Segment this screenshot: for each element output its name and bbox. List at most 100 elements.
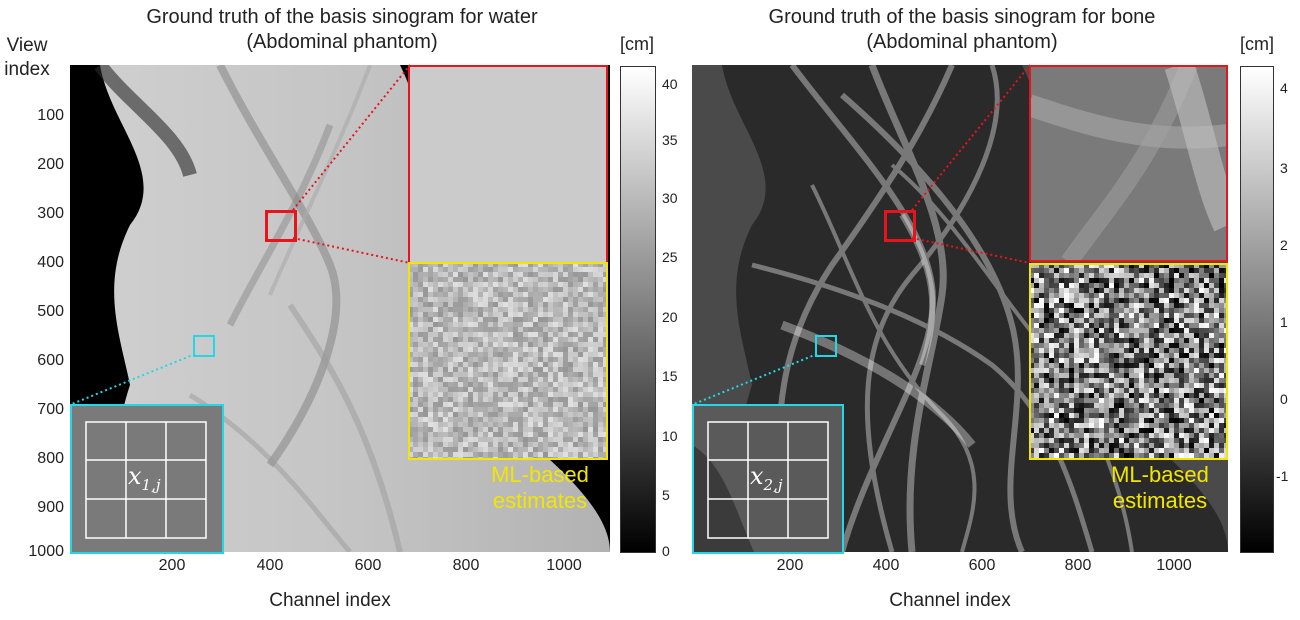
noise-pixel	[588, 342, 593, 347]
noise-pixel	[1149, 383, 1154, 388]
noise-pixel	[558, 402, 563, 407]
noise-pixel	[1119, 338, 1124, 343]
noise-pixel	[1209, 423, 1214, 428]
noise-pixel	[408, 322, 413, 327]
noise-pixel	[528, 437, 533, 442]
noise-pixel	[1214, 308, 1219, 313]
noise-pixel	[1119, 418, 1124, 423]
noise-pixel	[498, 297, 503, 302]
noise-pixel	[1204, 283, 1209, 288]
noise-pixel	[503, 352, 508, 357]
noise-pixel	[1059, 263, 1064, 268]
noise-pixel	[493, 337, 498, 342]
noise-pixel	[1044, 313, 1049, 318]
noise-pixel	[1194, 423, 1199, 428]
noise-pixel	[563, 317, 568, 322]
noise-pixel	[538, 362, 543, 367]
noise-pixel	[448, 347, 453, 352]
noise-pixel	[1039, 288, 1044, 293]
bone-colorbar	[1240, 66, 1274, 553]
noise-pixel	[1099, 273, 1104, 278]
noise-pixel	[503, 357, 508, 362]
noise-pixel	[453, 427, 458, 432]
noise-pixel	[493, 347, 498, 352]
noise-pixel	[598, 407, 603, 412]
noise-pixel	[1029, 413, 1034, 418]
noise-pixel	[1039, 273, 1044, 278]
noise-pixel	[408, 427, 413, 432]
noise-pixel	[1104, 408, 1109, 413]
noise-pixel	[1094, 448, 1099, 453]
noise-pixel	[1139, 403, 1144, 408]
noise-pixel	[423, 407, 428, 412]
noise-pixel	[413, 392, 418, 397]
noise-pixel	[513, 367, 518, 372]
noise-pixel	[528, 292, 533, 297]
noise-pixel	[1044, 393, 1049, 398]
noise-pixel	[553, 272, 558, 277]
noise-pixel	[513, 442, 518, 447]
noise-pixel	[1094, 298, 1099, 303]
noise-pixel	[1169, 333, 1174, 338]
noise-pixel	[1029, 343, 1034, 348]
noise-pixel	[1199, 378, 1204, 383]
noise-pixel	[1209, 363, 1214, 368]
noise-pixel	[518, 367, 523, 372]
noise-pixel	[1114, 298, 1119, 303]
noise-pixel	[578, 397, 583, 402]
noise-pixel	[463, 352, 468, 357]
noise-pixel	[1094, 268, 1099, 273]
noise-pixel	[528, 267, 533, 272]
noise-pixel	[458, 312, 463, 317]
noise-pixel	[1204, 418, 1209, 423]
noise-pixel	[1209, 333, 1214, 338]
noise-pixel	[1099, 363, 1104, 368]
noise-pixel	[1169, 368, 1174, 373]
noise-pixel	[433, 312, 438, 317]
noise-pixel	[1124, 453, 1129, 458]
noise-pixel	[538, 312, 543, 317]
noise-pixel	[1139, 453, 1144, 458]
noise-pixel	[1159, 353, 1164, 358]
noise-pixel	[533, 337, 538, 342]
noise-pixel	[538, 292, 543, 297]
noise-pixel	[503, 272, 508, 277]
noise-pixel	[1049, 283, 1054, 288]
noise-pixel	[1144, 418, 1149, 423]
noise-pixel	[1069, 383, 1074, 388]
noise-pixel	[433, 342, 438, 347]
noise-pixel	[1129, 398, 1134, 403]
noise-pixel	[1189, 398, 1194, 403]
noise-pixel	[1199, 398, 1204, 403]
noise-pixel	[1109, 268, 1114, 273]
noise-pixel	[468, 387, 473, 392]
noise-pixel	[1099, 278, 1104, 283]
noise-pixel	[578, 327, 583, 332]
noise-pixel	[503, 367, 508, 372]
noise-pixel	[568, 352, 573, 357]
noise-pixel	[408, 437, 413, 442]
bone-detail-box	[815, 335, 837, 357]
noise-pixel	[1194, 268, 1199, 273]
noise-pixel	[548, 412, 553, 417]
noise-pixel	[483, 272, 488, 277]
noise-pixel	[1034, 268, 1039, 273]
noise-pixel	[1084, 438, 1089, 443]
noise-pixel	[473, 297, 478, 302]
noise-pixel	[543, 302, 548, 307]
noise-pixel	[508, 417, 513, 422]
noise-pixel	[478, 332, 483, 337]
noise-pixel	[578, 372, 583, 377]
noise-pixel	[423, 312, 428, 317]
noise-pixel	[1049, 388, 1054, 393]
noise-pixel	[1059, 273, 1064, 278]
noise-pixel	[408, 332, 413, 337]
noise-pixel	[598, 357, 603, 362]
noise-pixel	[418, 427, 423, 432]
noise-pixel	[553, 317, 558, 322]
noise-pixel	[533, 382, 538, 387]
noise-pixel	[573, 287, 578, 292]
noise-pixel	[453, 362, 458, 367]
noise-pixel	[1184, 328, 1189, 333]
noise-pixel	[428, 387, 433, 392]
